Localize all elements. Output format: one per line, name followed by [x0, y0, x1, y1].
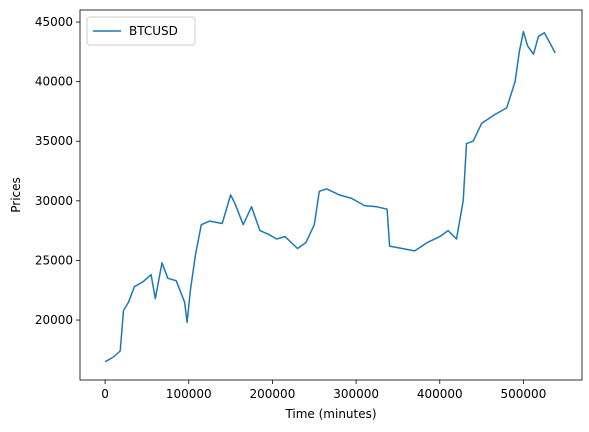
y-tick-label: 35000: [35, 134, 73, 148]
y-tick-label: 25000: [35, 253, 73, 267]
legend-box: [86, 16, 196, 46]
x-tick-label: 300000: [333, 387, 379, 401]
legend-label: BTCUSD: [129, 24, 178, 38]
x-tick-label: 500000: [501, 387, 547, 401]
y-tick-label: 30000: [35, 194, 73, 208]
x-axis-label: Time (minutes): [284, 407, 376, 421]
data-line: [104, 30, 556, 363]
y-tick-label: 20000: [35, 313, 73, 327]
plot-frame: [79, 9, 583, 381]
x-tick-label: 400000: [417, 387, 463, 401]
x-tick-label: 0: [101, 387, 109, 401]
y-tick-label: 45000: [35, 15, 73, 29]
y-tick-label: 40000: [35, 75, 73, 89]
y-axis-label: Prices: [9, 177, 23, 213]
x-tick-label: 200000: [250, 387, 296, 401]
x-tick-label: 100000: [166, 387, 212, 401]
